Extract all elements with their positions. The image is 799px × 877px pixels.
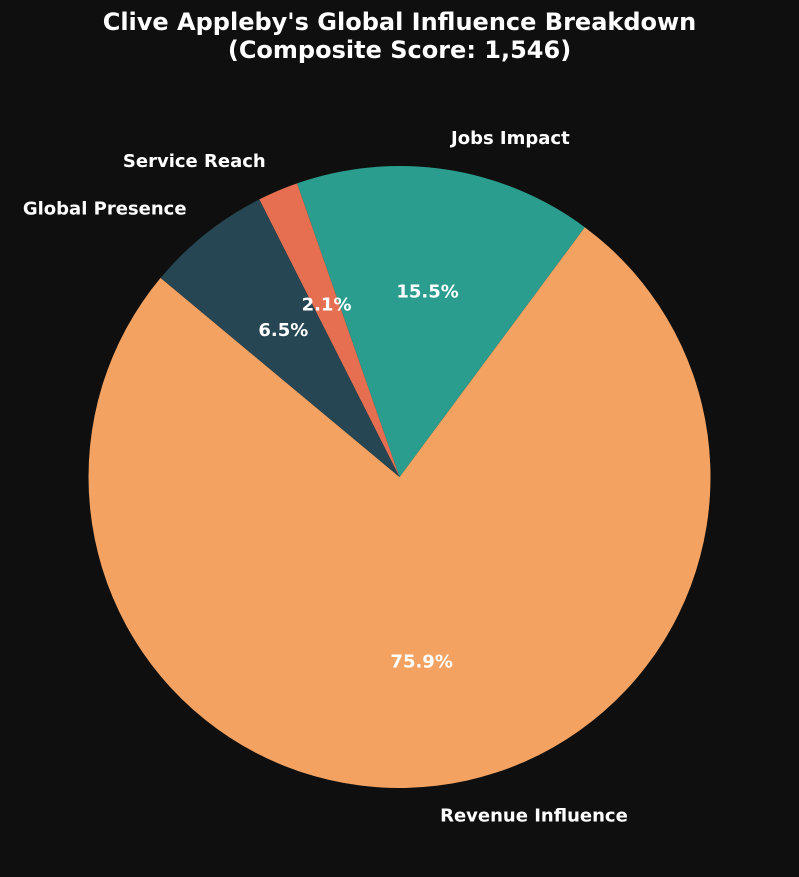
pie-slice-jobs-impact	[297, 165, 585, 477]
slice-percent-jobs-impact: 15.5%	[396, 282, 458, 303]
chart-title-line2: (Composite Score: 1,546)	[228, 36, 571, 64]
pie-slice-revenue-influence	[88, 227, 711, 788]
pie-slices	[88, 165, 711, 788]
slice-label-revenue-influence: Revenue Influence	[440, 806, 628, 827]
pie-slice-global-presence	[160, 199, 400, 477]
slice-label-global-presence: Global Presence	[23, 198, 187, 219]
chart-title-line1: Clive Appleby's Global Influence Breakdo…	[103, 8, 697, 36]
slice-label-service-reach: Service Reach	[123, 151, 266, 172]
slice-label-jobs-impact: Jobs Impact	[449, 128, 570, 149]
pie-labels: Revenue Influence 75.9% Jobs Impact 15.5% Se…	[23, 128, 628, 827]
slice-percent-revenue-influence: 75.9%	[390, 651, 452, 672]
pie-slice-service-reach	[259, 183, 400, 477]
slice-percent-global-presence: 6.5%	[258, 320, 308, 341]
slice-percent-service-reach: 2.1%	[302, 294, 352, 315]
